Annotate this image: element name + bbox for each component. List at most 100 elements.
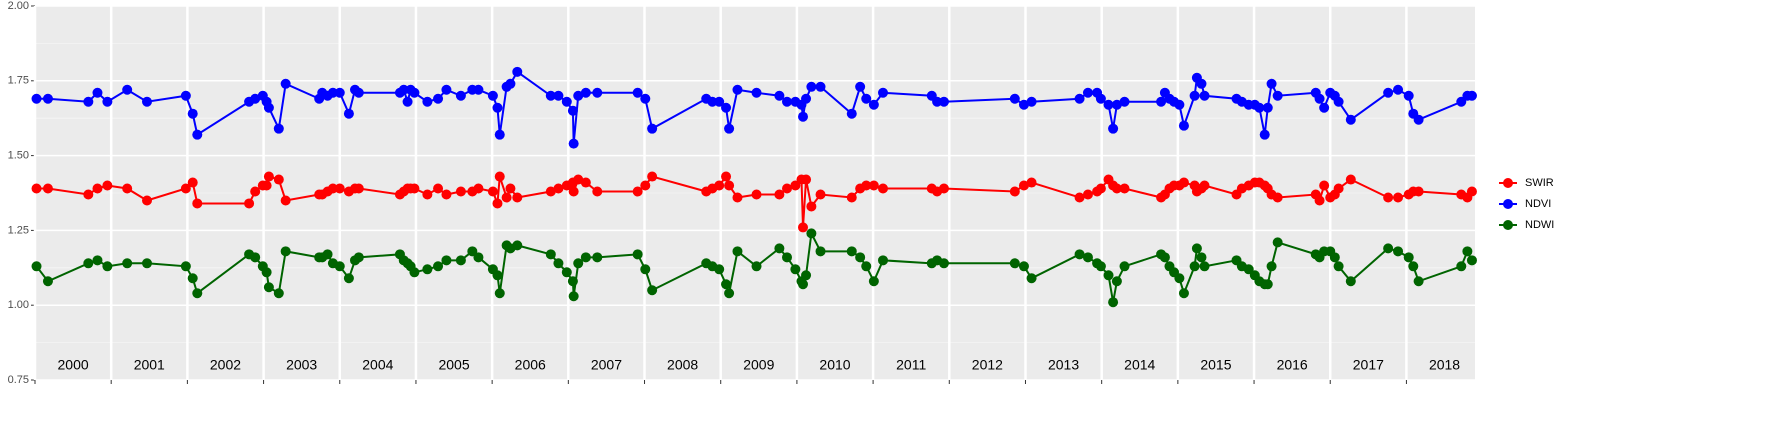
legend-marker: [1503, 220, 1513, 230]
point: [1159, 252, 1170, 263]
point: [409, 267, 420, 278]
point: [647, 285, 658, 296]
point: [422, 264, 433, 275]
point: [878, 183, 888, 194]
point: [494, 288, 505, 299]
point: [1119, 261, 1130, 272]
point: [92, 87, 103, 98]
point: [1196, 78, 1207, 89]
point: [273, 123, 284, 134]
point: [1018, 99, 1029, 110]
point: [815, 81, 826, 92]
point: [568, 186, 579, 197]
point: [250, 93, 261, 104]
year-label: 2013: [1048, 357, 1079, 373]
point: [782, 96, 792, 107]
point: [1082, 252, 1093, 263]
point: [1178, 288, 1189, 299]
point: [273, 174, 284, 185]
point: [1413, 114, 1424, 125]
point: [492, 270, 503, 281]
point: [250, 252, 261, 263]
point: [1466, 255, 1477, 266]
year-label: 2000: [58, 357, 89, 373]
point: [1108, 123, 1119, 134]
point: [1393, 84, 1404, 95]
point: [353, 87, 364, 98]
point: [1189, 90, 1200, 101]
point: [455, 255, 466, 266]
year-label: 2018: [1429, 357, 1460, 373]
legend-marker: [1503, 199, 1513, 209]
point: [932, 96, 943, 107]
point: [1009, 258, 1020, 269]
point: [1319, 102, 1330, 113]
y-tick-label: 1.50: [8, 150, 29, 162]
point: [1199, 90, 1210, 101]
point: [244, 198, 255, 209]
point: [1345, 276, 1356, 287]
point: [1254, 102, 1265, 113]
point: [714, 180, 725, 191]
point: [1095, 183, 1106, 194]
point: [343, 108, 354, 119]
point: [433, 261, 444, 272]
point: [855, 81, 866, 92]
point: [187, 177, 198, 188]
point: [1333, 261, 1344, 272]
point: [1095, 93, 1106, 104]
year-label: 2011: [896, 357, 926, 373]
point: [1462, 246, 1473, 257]
point: [327, 183, 338, 194]
y-tick-label: 2.00: [8, 0, 29, 12]
point: [1074, 249, 1085, 260]
point: [801, 270, 812, 281]
point: [1074, 93, 1085, 104]
point: [855, 252, 866, 263]
point: [1413, 276, 1424, 287]
point: [398, 84, 409, 95]
point: [42, 183, 53, 194]
point: [1272, 90, 1283, 101]
point: [280, 246, 291, 257]
point: [938, 183, 949, 194]
point: [1266, 78, 1277, 89]
point: [343, 273, 354, 284]
point: [640, 180, 651, 191]
point: [1082, 189, 1093, 200]
point: [1403, 90, 1414, 101]
point: [545, 249, 556, 260]
point: [142, 96, 152, 107]
point: [1199, 261, 1210, 272]
point: [1082, 87, 1093, 98]
point: [1345, 114, 1356, 125]
point: [1383, 243, 1394, 254]
point: [433, 93, 444, 104]
point: [545, 186, 556, 197]
point: [790, 180, 801, 191]
point: [180, 90, 191, 101]
point: [782, 183, 792, 194]
point: [122, 84, 133, 95]
point: [180, 183, 191, 194]
point: [846, 108, 857, 119]
point: [187, 273, 198, 284]
point: [441, 84, 452, 95]
point: [494, 129, 505, 140]
point: [868, 99, 879, 110]
point: [707, 96, 718, 107]
point: [250, 186, 261, 197]
point: [1174, 99, 1185, 110]
point: [409, 87, 420, 98]
point: [1259, 129, 1270, 140]
point: [1393, 192, 1404, 203]
point: [441, 255, 452, 266]
point: [1111, 276, 1122, 287]
legend-label: NDWI: [1525, 219, 1554, 231]
point: [1026, 177, 1037, 188]
point: [724, 288, 735, 299]
point: [1456, 261, 1467, 272]
point: [492, 102, 503, 113]
point: [487, 90, 498, 101]
point: [798, 222, 808, 233]
